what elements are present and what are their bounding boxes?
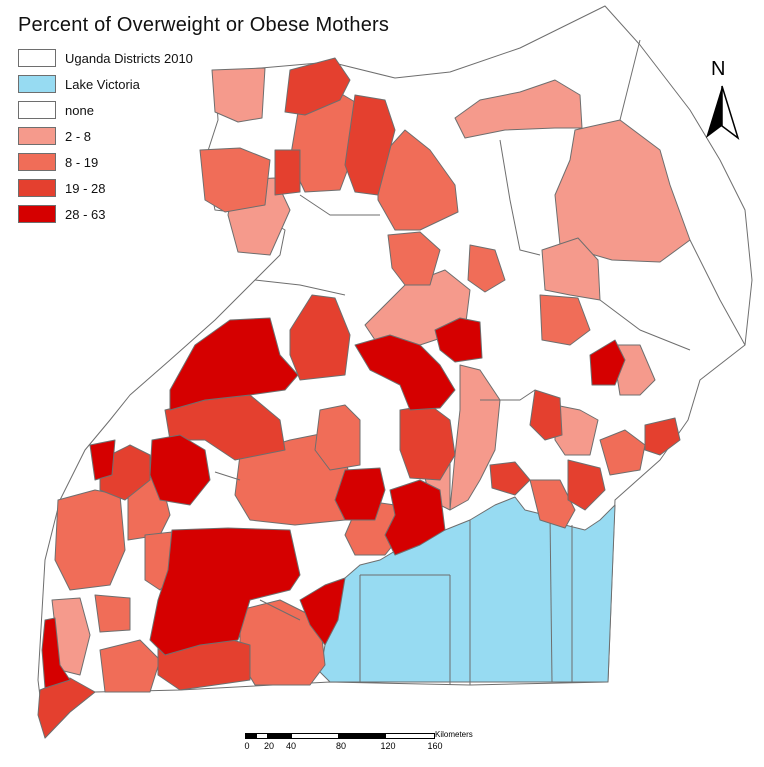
scale-tick: 0: [244, 741, 250, 751]
legend-item-lake: Lake Victoria: [18, 71, 193, 97]
legend-label: Lake Victoria: [65, 76, 140, 92]
district: [41, 617, 71, 689]
district: [99, 639, 161, 693]
legend-item-class-2: 8 - 19: [18, 149, 193, 175]
legend-swatch: [18, 101, 56, 119]
district: [344, 94, 396, 196]
district: [54, 489, 126, 591]
legend-item-none: none: [18, 97, 193, 123]
district: [387, 231, 441, 286]
district: [211, 67, 266, 123]
north-arrow: N: [700, 58, 744, 144]
scale-segment: [256, 733, 268, 739]
district-boundary: [259, 599, 301, 621]
legend-swatch: [18, 205, 56, 223]
district: [299, 577, 346, 646]
district: [539, 294, 591, 346]
legend-item-districts: Uganda Districts 2010: [18, 45, 193, 71]
district-boundary: [214, 471, 241, 481]
scale-tick: 80: [335, 741, 347, 751]
district: [554, 404, 599, 456]
scale-tick: 40: [285, 741, 297, 751]
district: [599, 429, 646, 476]
north-arrow-icon: [706, 85, 740, 140]
district: [289, 294, 351, 381]
district: [37, 677, 96, 739]
scale-segment: [245, 733, 256, 739]
legend-label: 28 - 63: [65, 206, 106, 222]
district: [529, 479, 576, 529]
scale-bar: 0 20 40 80 120 160 Kilometers: [244, 730, 472, 763]
legend-label: Uganda Districts 2010: [65, 50, 193, 66]
district: [94, 594, 131, 633]
scale-segment: [291, 733, 339, 739]
legend-swatch: [18, 49, 56, 67]
district: [377, 129, 459, 231]
legend-swatch: [18, 153, 56, 171]
scale-tick: 160: [427, 741, 443, 751]
district: [467, 244, 506, 293]
district: [199, 147, 271, 213]
district: [434, 317, 483, 363]
district-boundary: [480, 389, 536, 401]
district: [384, 479, 446, 556]
lake-district-line: [549, 514, 553, 683]
district: [529, 389, 563, 441]
district: [449, 364, 501, 511]
scale-segment: [268, 733, 291, 739]
legend: Uganda Districts 2010 Lake Victoria none…: [18, 45, 193, 227]
legend-swatch: [18, 75, 56, 93]
district: [169, 317, 299, 411]
north-label: N: [711, 58, 726, 80]
district-boundary: [619, 39, 641, 121]
legend-item-class-4: 28 - 63: [18, 201, 193, 227]
scale-tick: 20: [263, 741, 275, 751]
district: [567, 459, 606, 511]
scale-segment: [339, 733, 385, 739]
legend-swatch: [18, 179, 56, 197]
legend-label: 8 - 19: [65, 154, 99, 170]
legend-label: 2 - 8: [65, 128, 92, 144]
district: [274, 149, 301, 196]
district-boundary: [499, 139, 541, 256]
district: [454, 79, 583, 139]
district: [149, 527, 301, 656]
district: [284, 57, 351, 116]
scale-unit: Kilometers: [435, 730, 473, 739]
map-title: Percent of Overweight or Obese Mothers: [18, 14, 390, 36]
legend-label: 19 - 28: [65, 180, 106, 196]
legend-item-class-3: 19 - 28: [18, 175, 193, 201]
district: [149, 434, 211, 506]
district-boundary: [254, 279, 346, 296]
legend-label: none: [65, 102, 94, 118]
district: [314, 404, 361, 471]
district: [334, 467, 386, 521]
district-boundary: [689, 239, 746, 346]
scale-segment: [385, 733, 435, 739]
district: [354, 334, 456, 411]
legend-swatch: [18, 127, 56, 145]
district: [554, 119, 691, 263]
district: [644, 417, 681, 456]
district-boundary: [299, 194, 380, 216]
district: [489, 461, 531, 496]
scale-tick: 120: [380, 741, 396, 751]
legend-item-class-1: 2 - 8: [18, 123, 193, 149]
district: [589, 339, 626, 386]
district: [89, 439, 116, 481]
district-boundary: [599, 299, 691, 351]
